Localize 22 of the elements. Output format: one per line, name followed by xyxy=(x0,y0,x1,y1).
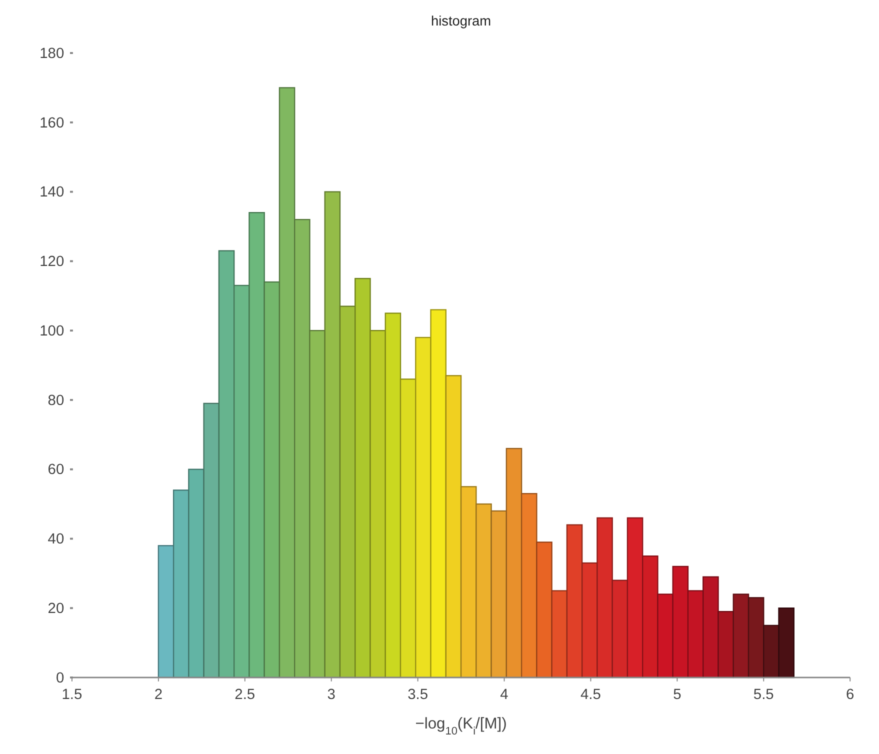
x-tick-label: 4.5 xyxy=(580,687,601,704)
y-tick-label: 80 xyxy=(48,392,64,409)
y-tick-label: 20 xyxy=(48,600,64,617)
x-tick-label: 2.5 xyxy=(234,687,256,704)
x-axis-title: −log$_{10}$(K$_{i}$/[M]) xyxy=(415,715,507,738)
x-tick-label: 6 xyxy=(846,687,854,704)
y-tick-label: 60 xyxy=(48,462,64,478)
x-tick-label: 3.5 xyxy=(408,687,428,704)
y-tick-label: 180 xyxy=(40,46,64,62)
x-tick-label: 1.5 xyxy=(62,687,82,704)
x-tick-label: 5 xyxy=(673,687,682,704)
x-tick-label: 2 xyxy=(154,687,163,704)
y-tick-label: 140 xyxy=(40,184,64,201)
chart-title: histogram xyxy=(430,14,492,29)
x-tick-label: 5.5 xyxy=(753,687,774,704)
x-tick-label: 4 xyxy=(500,687,508,704)
y-tick-label: 100 xyxy=(40,323,64,340)
y-tick-label: 160 xyxy=(40,115,64,132)
x-tick-label: 3 xyxy=(327,687,336,704)
y-tick-label: 40 xyxy=(48,532,64,548)
y-tick-label: 0 xyxy=(56,670,64,686)
y-tick-label: 120 xyxy=(40,254,64,270)
